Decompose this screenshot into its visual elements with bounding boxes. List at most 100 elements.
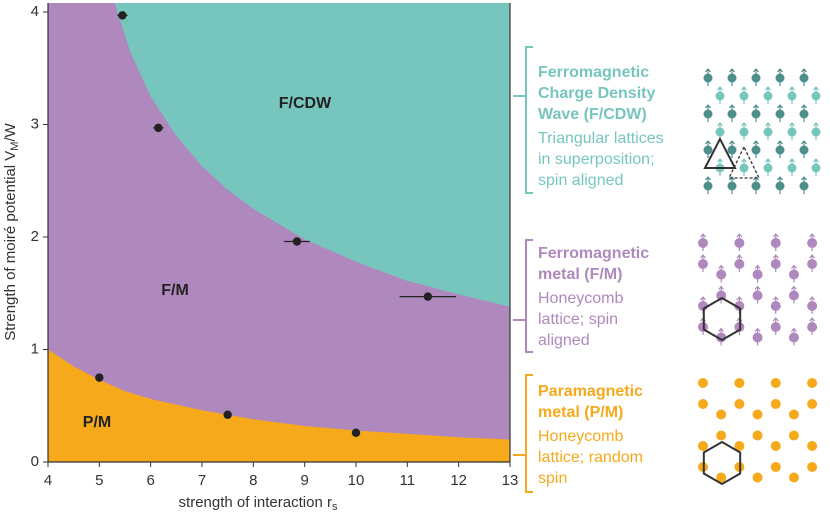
spin-arrow [754, 264, 761, 283]
lattice-site [752, 409, 763, 420]
legend-description: lattice; spin [538, 311, 618, 328]
spin-arrow [753, 140, 759, 158]
spin-arrow [813, 122, 819, 140]
spin-arrow [772, 296, 779, 314]
legend-description: lattice; random [538, 449, 643, 466]
hexagon-outline [702, 296, 742, 342]
legend-description: Honeycomb [538, 428, 623, 445]
legend-description: spin [538, 470, 567, 487]
lattice-illustration [698, 233, 818, 346]
lattice-site [716, 430, 727, 441]
y-axis-label-sub: M [9, 142, 21, 151]
lattice-site [807, 462, 818, 472]
legend-bracket [513, 239, 533, 353]
x-tick-label: 7 [198, 472, 206, 489]
x-tick-label: 8 [249, 472, 257, 489]
spin-arrow [741, 86, 747, 104]
spin-arrow [772, 317, 779, 335]
data-point [154, 123, 163, 133]
spin-arrow [777, 176, 783, 194]
region-label: P/M [83, 414, 111, 431]
spin-arrow [809, 296, 816, 314]
lattice-site [734, 378, 745, 388]
lattice-site [770, 441, 781, 451]
y-axis-label: Strength of moiré potential VM/W [2, 122, 21, 340]
spin-arrow [801, 104, 807, 122]
lattice-site [734, 441, 745, 451]
legend-title: Wave (F/CDW) [538, 106, 647, 123]
spin-arrow [813, 158, 819, 176]
spin-arrow [777, 140, 783, 158]
x-tick-label: 9 [300, 472, 308, 489]
spin-arrow [718, 327, 725, 346]
x-tick-label: 6 [146, 472, 154, 489]
region-label: F/CDW [279, 95, 332, 112]
data-point [118, 11, 127, 20]
spin-arrow [809, 317, 816, 335]
lattice-site [770, 399, 781, 409]
spin-arrow [790, 285, 797, 304]
legend-title: Ferromagnetic [538, 64, 649, 81]
spin-arrow [729, 104, 735, 122]
legend-description: in superposition; [538, 151, 655, 168]
spin-arrow [741, 158, 747, 176]
x-tick-label: 11 [400, 472, 416, 489]
lattice-site [734, 399, 745, 409]
spin-arrow [789, 86, 795, 104]
plot-area: P/M F/M F/CDW [48, 3, 510, 462]
legend-entry: Paramagnetic metal (P/M) Honeycomb lattice;… [513, 374, 643, 493]
spin-arrow [705, 176, 711, 194]
spin-arrow [718, 264, 725, 283]
spin-arrow [700, 254, 706, 272]
data-point [423, 292, 433, 301]
spin-arrow [705, 68, 711, 86]
spin-arrow [772, 254, 779, 272]
spin-arrow [790, 264, 797, 283]
y-tick-label: 2 [31, 228, 39, 245]
legend-title: Paramagnetic [538, 383, 643, 400]
legend-description: aligned [538, 332, 590, 349]
spin-arrow [753, 176, 759, 194]
region-fcdw [114, 3, 510, 307]
y-axis-label-text: Strength of moiré potential V [2, 151, 19, 341]
hexagon-outline [702, 440, 742, 486]
spin-arrow [729, 176, 735, 194]
x-tick-label: 12 [450, 472, 467, 489]
spin-arrow [753, 68, 759, 86]
data-point [95, 373, 104, 382]
lattice-site [770, 378, 781, 388]
legend-title: Charge Density [538, 85, 655, 102]
spin-arrow [801, 176, 807, 194]
lattice-site [752, 472, 763, 483]
spin-arrow [729, 140, 735, 158]
legend-title: Ferromagnetic [538, 245, 649, 262]
lattice-site [698, 441, 708, 451]
spin-arrow [736, 254, 743, 272]
legend-description: Honeycomb [538, 290, 623, 307]
x-tick-label: 13 [502, 472, 519, 489]
spin-arrow [718, 285, 725, 304]
legend-description: Triangular lattices [538, 130, 664, 147]
x-tick-label: 5 [95, 472, 103, 489]
lattice-site [788, 472, 799, 483]
spin-arrow [753, 104, 759, 122]
spin-arrow [765, 158, 771, 176]
y-axis-label-end: /W [2, 122, 19, 141]
spin-arrow [809, 233, 816, 251]
spin-arrow [772, 233, 779, 251]
data-point [223, 410, 232, 419]
spin-arrow [809, 254, 816, 272]
spin-arrow [705, 140, 711, 158]
legend-entry: Ferromagnetic Charge Density Wave (F/CDW) T… [513, 46, 664, 194]
spin-arrow [754, 327, 761, 346]
spin-arrow [754, 285, 761, 304]
legend-entry: Ferromagnetic metal (F/M) Honeycomb lattice… [513, 239, 649, 353]
spin-arrow [789, 158, 795, 176]
x-axis-label: strength of interaction rs [179, 494, 338, 513]
legend-title: metal (P/M) [538, 404, 623, 421]
legend-bracket [513, 374, 533, 493]
lattice-illustration [703, 68, 821, 194]
lattice-site [788, 409, 799, 420]
data-point [351, 428, 361, 437]
